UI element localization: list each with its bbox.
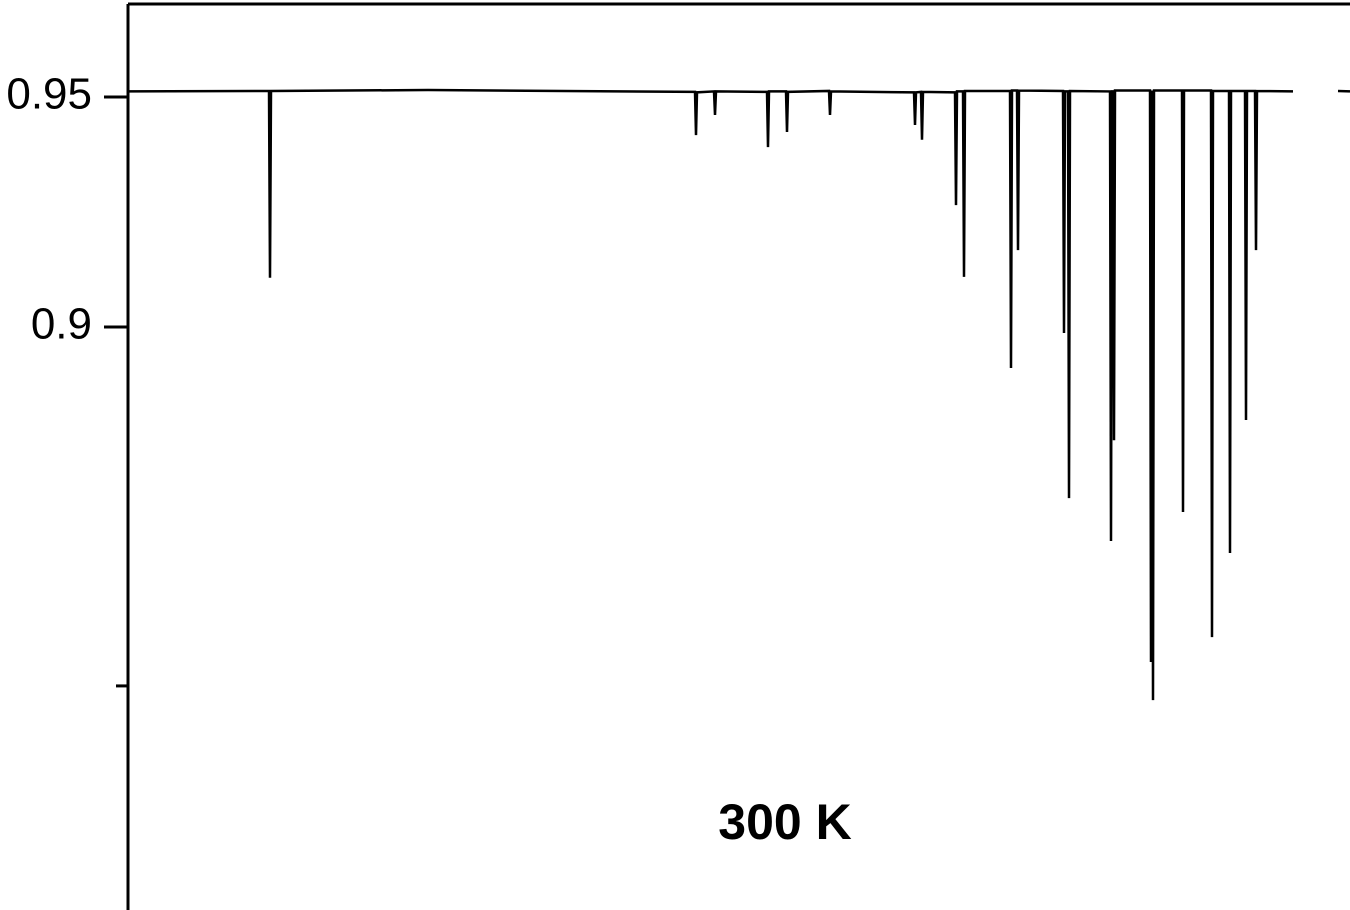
spectrum-line	[127, 88, 1350, 701]
annotation: 300 K	[718, 794, 851, 850]
y-tick-label: 0.95	[6, 70, 92, 119]
y-tick-label: 0.9	[31, 300, 92, 349]
